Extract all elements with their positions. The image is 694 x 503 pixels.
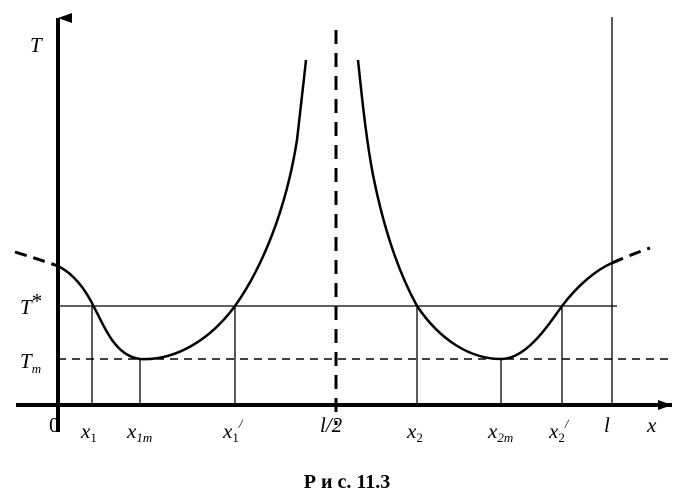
length-l-label: l	[604, 413, 610, 437]
left-temperature-curve	[57, 59, 308, 361]
x-axis-label: x	[646, 413, 657, 437]
right-temperature-curve	[356, 59, 613, 361]
x2-label: x2	[406, 419, 423, 445]
left-curve-dashed-extension	[14, 250, 59, 268]
half-length-label: l/2	[320, 413, 343, 437]
origin-label: 0	[49, 413, 60, 437]
x2m-label: x2m	[487, 419, 513, 445]
t-m-label: Tm	[20, 349, 41, 376]
x1m-label: x1m	[126, 419, 152, 445]
right-curve-dashed-extension	[611, 246, 651, 265]
y-axis-label: T	[30, 33, 43, 57]
x2-prime-label: x2/	[548, 416, 570, 445]
x1-prime-label: x1/	[222, 416, 244, 445]
figure-caption: Р и с. 11.3	[304, 471, 391, 493]
x1-label: x1	[80, 419, 97, 445]
t-star-label: T*	[20, 289, 42, 319]
